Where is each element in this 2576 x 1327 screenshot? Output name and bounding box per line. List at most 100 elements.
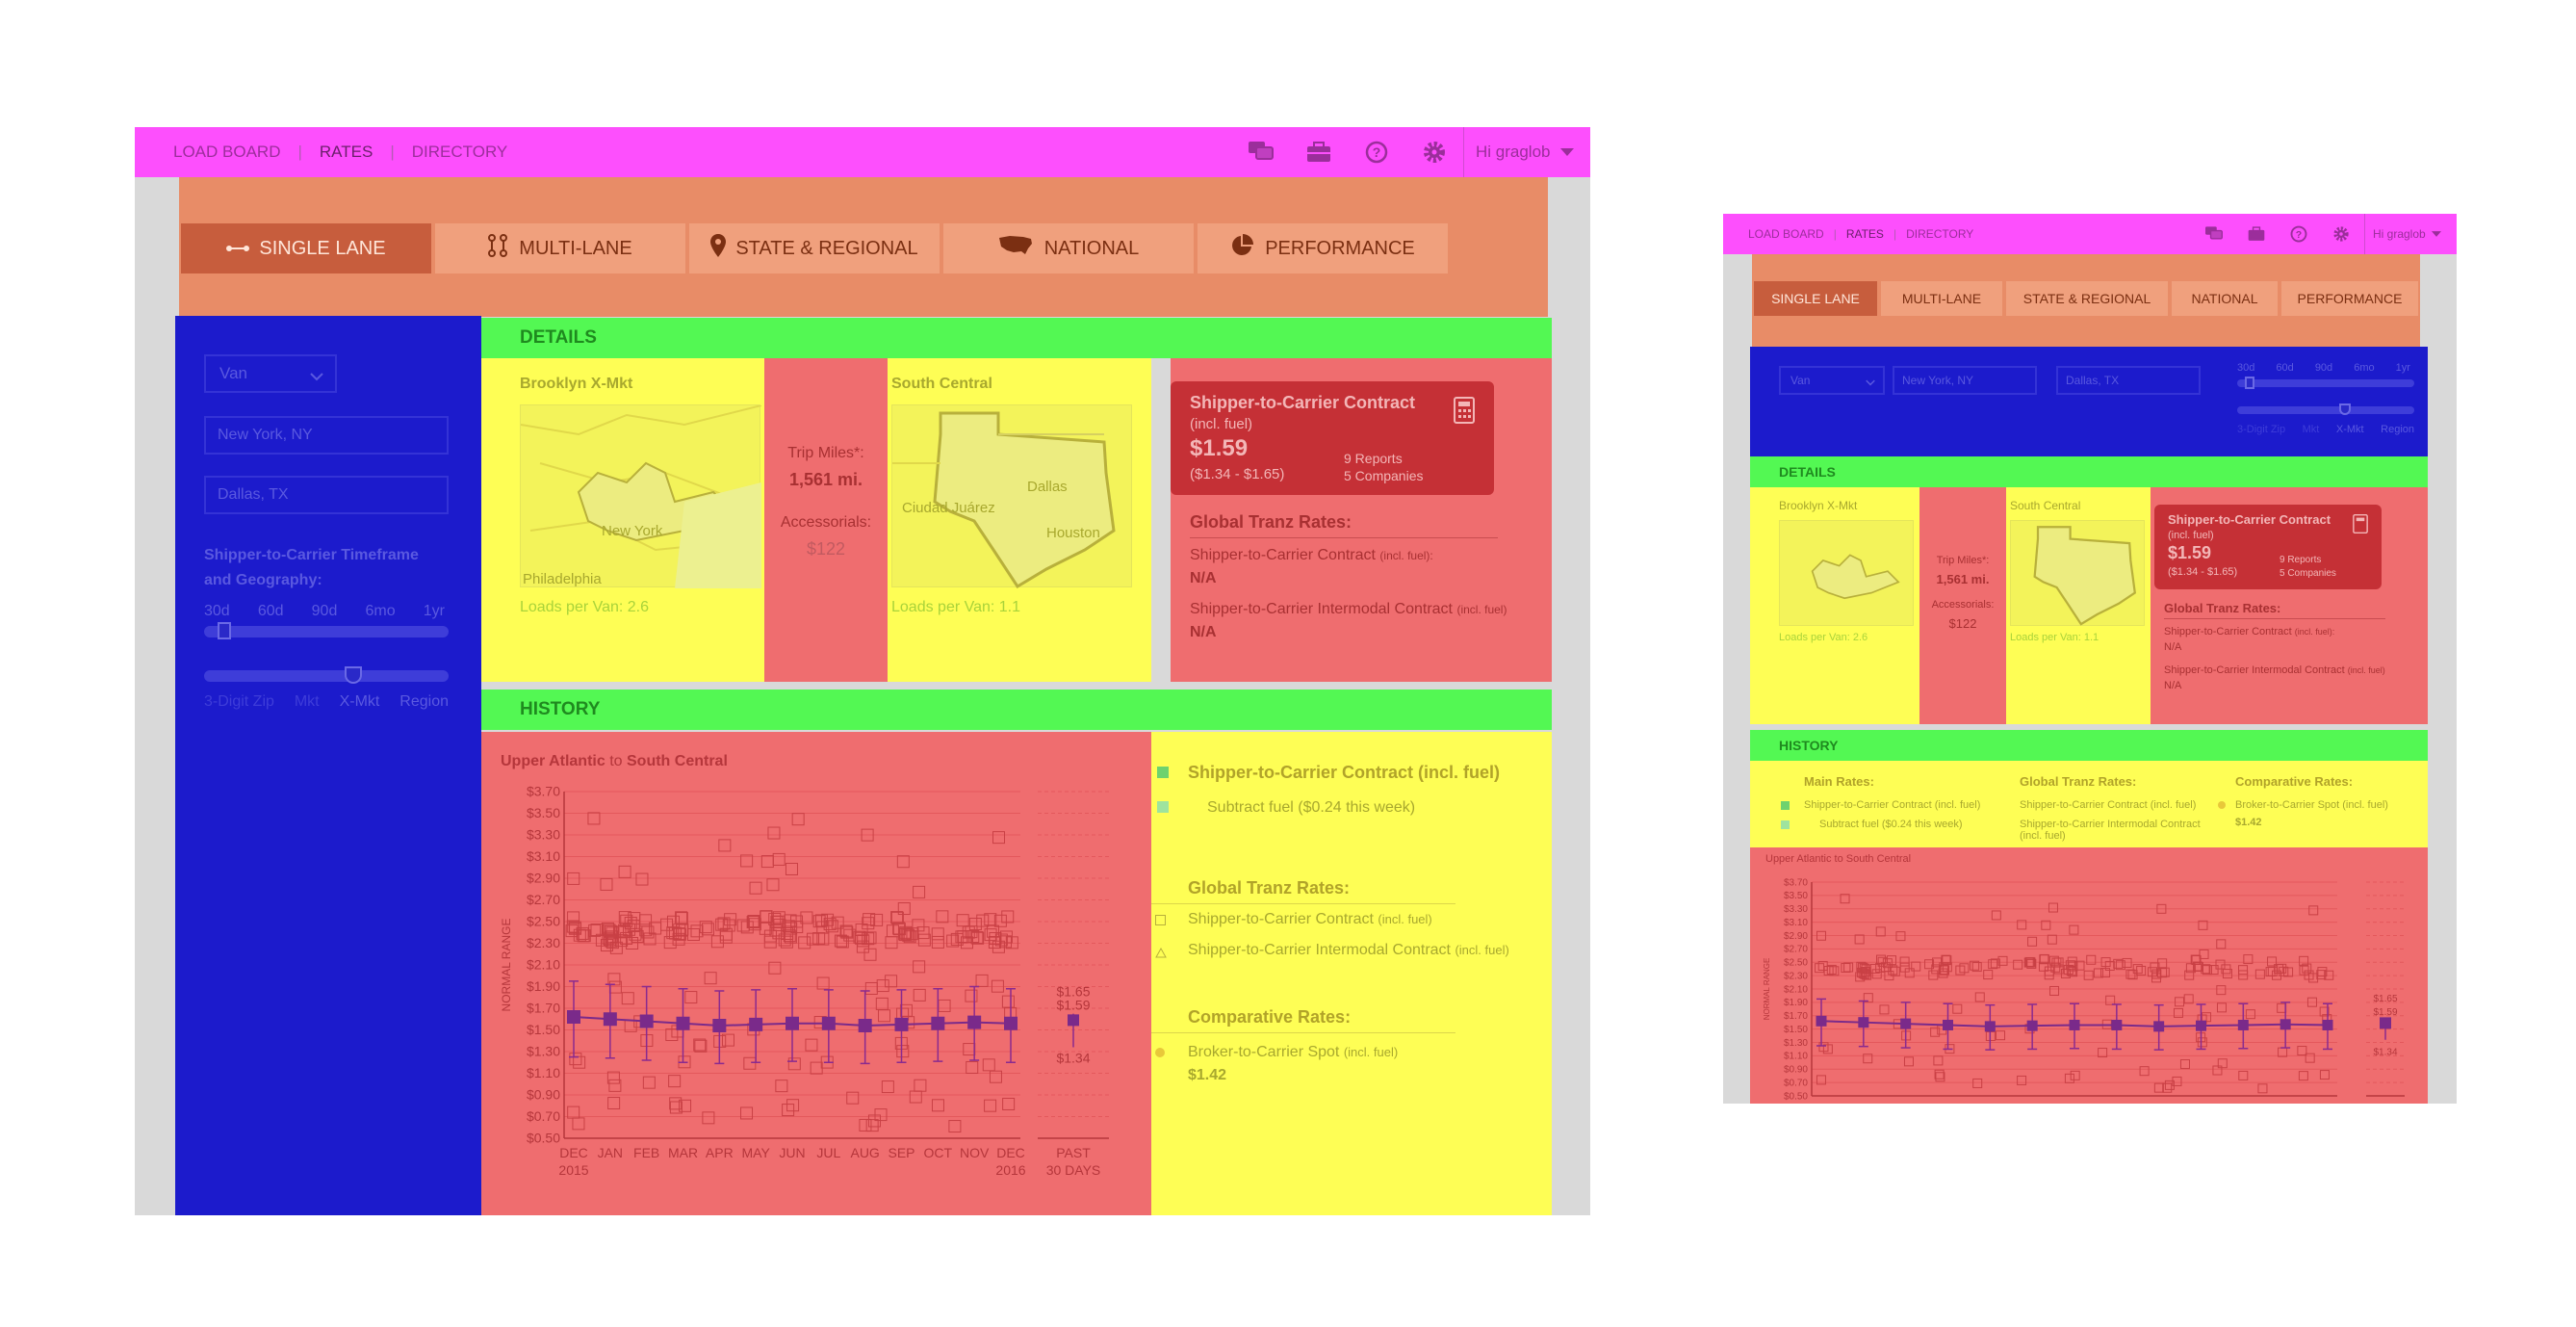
chart-scatter-point (1871, 969, 1882, 979)
gear-icon[interactable] (1405, 127, 1463, 177)
mini-tab-single-lane[interactable]: SINGLE LANE (1752, 279, 1879, 318)
chart-scatter-point (885, 975, 898, 988)
mini-global-row-contract: Shipper-to-Carrier Contract (incl. fuel)… (2164, 626, 2334, 637)
global-row-intermodal-value: N/A (1190, 624, 1217, 640)
mini-tick-90d[interactable]: 90d (2314, 362, 2333, 374)
chart-scatter-point (814, 914, 828, 927)
chart-scatter-point (772, 852, 786, 866)
mini-tab-single-lane-label: SINGLE LANE (1771, 291, 1860, 306)
tab-state-regional[interactable]: STATE & REGIONAL (687, 221, 941, 275)
mini-equipment-select[interactable]: Van (1779, 366, 1885, 395)
chart-scatter-point (864, 981, 878, 995)
tick-3-digit-zip[interactable]: 3-Digit Zip (204, 693, 274, 710)
tick-90d[interactable]: 90d (311, 603, 338, 619)
tick-region[interactable]: Region (399, 693, 449, 710)
chart-scatter-point (861, 828, 874, 842)
mini-user-menu[interactable]: Hi graglob (2364, 214, 2441, 254)
tab-performance[interactable]: PERFORMANCE (1196, 221, 1450, 275)
mini-tick-30d[interactable]: 30d (2237, 362, 2255, 374)
mini-timeframe-slider[interactable] (2237, 379, 2414, 387)
mini-timeframe-slider-handle[interactable] (2245, 377, 2254, 389)
y-tick-label: $1.10 (1784, 1052, 1808, 1062)
chart-scatter-point (2324, 970, 2334, 980)
geography-slider-handle[interactable] (345, 666, 362, 684)
chart-scatter-point (760, 910, 773, 924)
mini-tab-multi-lane[interactable]: MULTI-LANE (1879, 279, 2004, 318)
nav-rates[interactable]: RATES (319, 143, 374, 161)
tab-multi-lane[interactable]: MULTI-LANE (433, 221, 687, 275)
timeframe-slider[interactable] (204, 626, 449, 637)
origin-input[interactable]: New York, NY (204, 416, 449, 455)
y-tick-label: $2.70 (527, 892, 560, 907)
y-tick-label: $0.70 (1784, 1078, 1808, 1088)
help-icon[interactable]: ? (1348, 127, 1405, 177)
mini-geography-slider-handle[interactable] (2339, 403, 2351, 415)
chart-scatter-point (641, 925, 655, 939)
chart-scatter-point (936, 910, 949, 924)
chart-scatter-point (566, 920, 580, 933)
user-menu[interactable]: Hi graglob (1463, 127, 1574, 177)
chart-scatter-point (710, 935, 724, 949)
briefcase-icon[interactable] (2235, 214, 2278, 254)
geography-slider[interactable] (204, 670, 449, 682)
tick-6mo[interactable]: 6mo (365, 603, 396, 619)
tab-national[interactable]: NATIONAL (941, 221, 1196, 275)
chart-scatter-point (2245, 1009, 2255, 1020)
briefcase-icon[interactable] (1290, 127, 1348, 177)
mini-nav-directory[interactable]: DIRECTORY (1906, 227, 1974, 241)
gear-icon[interactable] (2320, 214, 2362, 254)
chart-scatter-point (2215, 959, 2226, 970)
chart-scatter-point (2238, 1070, 2249, 1080)
chart-scatter-point (749, 881, 762, 895)
tick-60d[interactable]: 60d (257, 603, 284, 619)
mini-tick-6mo[interactable]: 6mo (2354, 362, 2375, 374)
chart-scatter-point (885, 936, 898, 950)
mini-tick-region[interactable]: Region (2381, 424, 2414, 435)
tick-mkt[interactable]: Mkt (294, 693, 320, 710)
chat-icon[interactable] (2193, 214, 2235, 254)
series-point (786, 1016, 799, 1030)
legend-global-contract-note: (incl. fuel) (1378, 912, 1432, 926)
tick-30d[interactable]: 30d (204, 603, 230, 619)
destination-input[interactable]: Dallas, TX (204, 476, 449, 514)
mini-tick-60d[interactable]: 60d (2276, 362, 2294, 374)
chart-scatter-point (800, 911, 813, 924)
chat-icon[interactable] (1232, 127, 1290, 177)
chart-scatter-point (2157, 958, 2168, 969)
nav-directory[interactable]: DIRECTORY (411, 143, 508, 161)
mini-tick-3-digit-zip[interactable]: 3-Digit Zip (2237, 424, 2286, 435)
y-tick-label: $2.30 (1784, 971, 1808, 981)
chart-scatter-point (2308, 905, 2319, 916)
tick-x-mkt[interactable]: X-Mkt (339, 693, 380, 710)
chart-scatter-point (2017, 1075, 2027, 1085)
chart-scatter-point (699, 921, 712, 934)
mini-tick-x-mkt[interactable]: X-Mkt (2335, 424, 2364, 435)
mini-tab-performance[interactable]: PERFORMANCE (2280, 279, 2420, 318)
mini-contract-rate-card: Shipper-to-Carrier Contract (incl. fuel)… (2154, 505, 2382, 589)
mini-tab-national[interactable]: NATIONAL (2170, 279, 2280, 318)
chart-scatter-point (816, 932, 830, 946)
top-nav-bar: LOAD BOARD | RATES | DIRECTORY ? Hi grag… (135, 127, 1590, 177)
tab-single-lane[interactable]: SINGLE LANE (179, 221, 433, 275)
nav-load-board[interactable]: LOAD BOARD (173, 143, 281, 161)
mini-origin-input[interactable]: New York, NY (1893, 366, 2037, 395)
mini-geography-slider[interactable] (2237, 406, 2414, 414)
timeframe-slider-handle[interactable] (218, 622, 231, 639)
equipment-select[interactable]: Van (204, 354, 337, 393)
tick-1yr[interactable]: 1yr (423, 603, 445, 619)
tab-state-regional-label: STATE & REGIONAL (735, 237, 918, 259)
mini-nav-rates[interactable]: RATES (1845, 227, 1884, 241)
calculator-icon[interactable] (1454, 397, 1475, 429)
mini-tick-mkt[interactable]: Mkt (2302, 424, 2320, 435)
mini-tab-state-regional[interactable]: STATE & REGIONAL (2004, 279, 2170, 318)
chart-scatter-point (620, 914, 633, 927)
chart-scatter-point (602, 931, 615, 945)
global-row-intermodal-label: Shipper-to-Carrier Intermodal Contract (1190, 601, 1453, 617)
mini-global-rates-title: Global Tranz Rates: (2164, 601, 2281, 615)
mini-tick-1yr[interactable]: 1yr (2395, 362, 2410, 374)
mini-nav-load-board[interactable]: LOAD BOARD (1748, 227, 1824, 241)
calculator-icon[interactable] (2353, 514, 2368, 538)
chart-scatter-point (572, 1117, 585, 1131)
mini-destination-input[interactable]: Dallas, TX (2056, 366, 2201, 395)
help-icon[interactable]: ? (2278, 214, 2320, 254)
